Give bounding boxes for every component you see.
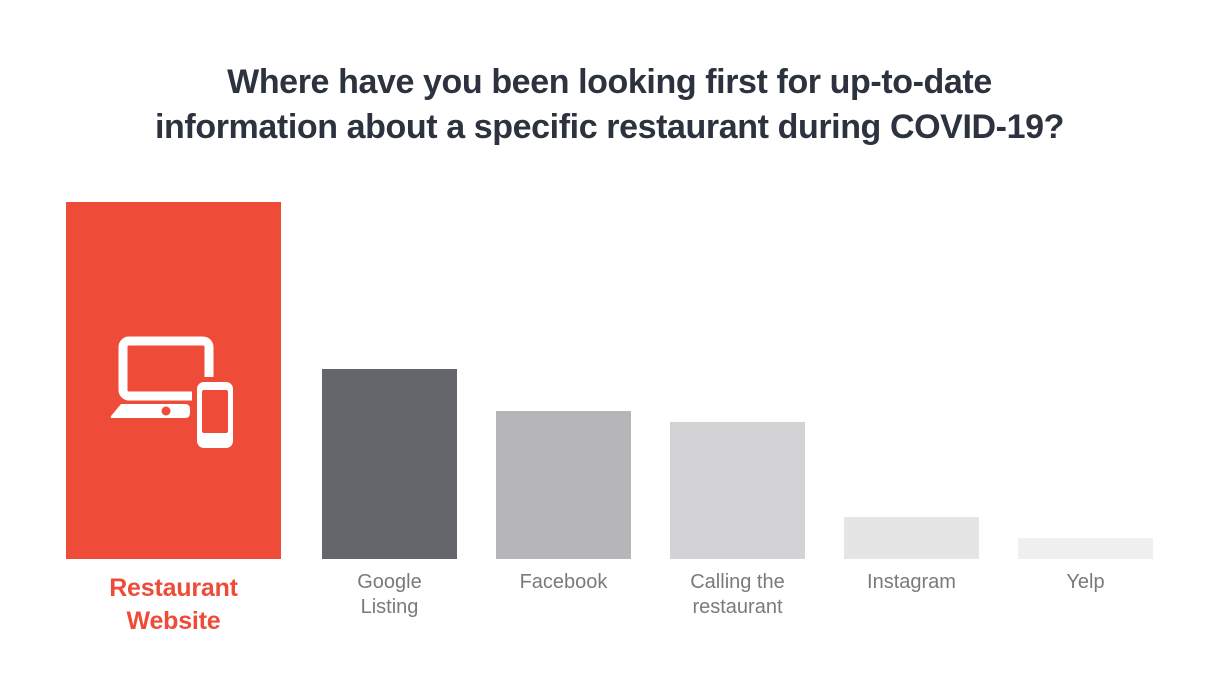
bar-label-line: Restaurant (109, 574, 238, 602)
bar-label: Calling the restaurant (625, 570, 850, 620)
bar-group: Instagram (844, 0, 979, 686)
bar-label-line: Facebook (519, 571, 608, 593)
bar-label-line: Yelp (1066, 571, 1105, 593)
bar-label: Yelp (973, 570, 1198, 595)
bar-group: Facebook (496, 0, 631, 686)
bar-group: Restaurant Website (66, 0, 281, 686)
bar-label-line: restaurant (692, 596, 783, 618)
chart-title: Where have you been looking first for up… (0, 60, 1219, 150)
bar-label: Restaurant Website (21, 572, 326, 638)
laptop-and-phone-devices-icon (110, 336, 237, 453)
chart-title-line1: Where have you been looking first for up… (227, 63, 992, 101)
bar-rect (1018, 538, 1153, 559)
bar-rect (844, 517, 979, 559)
bar-group: Google Listing (322, 0, 457, 686)
bar-label: Instagram (799, 570, 1024, 595)
bar-rect (496, 411, 631, 559)
bar-group: Yelp (1018, 0, 1153, 686)
chart-title-line2: information about a specific restaurant … (155, 108, 1064, 146)
bar-group: Calling the restaurant (670, 0, 805, 686)
bar-label: Google Listing (277, 570, 502, 620)
bar-label-line: Google (357, 571, 422, 593)
bar-rect (322, 369, 457, 559)
bar-label-line: Instagram (867, 571, 956, 593)
bar-label-line: Calling the (690, 571, 785, 593)
bar-label: Facebook (451, 570, 676, 595)
bar-label-line: Listing (360, 596, 419, 618)
bar-rect (670, 422, 805, 559)
bar-rect (66, 202, 281, 559)
bar-label-line: Website (126, 607, 221, 635)
